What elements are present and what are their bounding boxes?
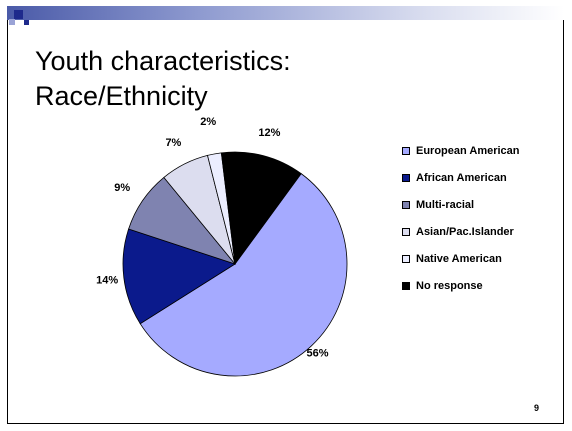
pie-slice-no-response — [220, 151, 302, 266]
corner-decoration-light — [9, 19, 15, 25]
legend-label: Asian/Pac.Islander — [416, 225, 514, 238]
legend-swatch — [402, 227, 410, 236]
legend-swatch — [402, 173, 410, 182]
data-label-african-american: 14% — [96, 275, 118, 287]
legend-label: No response — [416, 279, 483, 292]
data-label-asian-pac-islander: 7% — [165, 137, 181, 149]
title-line-1: Youth characteristics: — [35, 46, 291, 76]
corner-decoration-small — [24, 20, 29, 25]
legend-label: European American — [416, 144, 520, 157]
legend-label: African American — [416, 171, 507, 184]
data-label-european-american: 56% — [306, 347, 328, 359]
legend-item-african-american: African American — [402, 167, 520, 188]
legend-swatch — [402, 200, 410, 209]
chart-legend: European American African American Multi… — [402, 140, 520, 302]
legend-swatch — [402, 146, 410, 155]
page-number: 9 — [534, 403, 540, 413]
legend-item-native-american: Native American — [402, 248, 520, 269]
legend-label: Multi-racial — [416, 198, 475, 211]
legend-item-asian-pac-islander: Asian/Pac.Islander — [402, 221, 520, 242]
legend-swatch — [402, 281, 410, 290]
pie-slice-african-american — [122, 228, 236, 325]
legend-item-multi-racial: Multi-racial — [402, 194, 520, 215]
legend-swatch — [402, 254, 410, 263]
title-line-2: Race/Ethnicity — [35, 81, 208, 111]
legend-item-european-american: European American — [402, 140, 520, 161]
data-label-no-response: 12% — [258, 127, 280, 139]
data-label-multi-racial: 9% — [114, 182, 130, 194]
corner-decoration — [14, 10, 23, 19]
pie-slice-european-american — [139, 173, 348, 377]
slide-header-bar — [7, 6, 564, 20]
legend-item-no-response: No response — [402, 275, 520, 296]
legend-label: Native American — [416, 252, 502, 265]
data-label-native-american: 2% — [200, 116, 216, 128]
slide-title: Youth characteristics: Race/Ethnicity — [35, 44, 291, 114]
